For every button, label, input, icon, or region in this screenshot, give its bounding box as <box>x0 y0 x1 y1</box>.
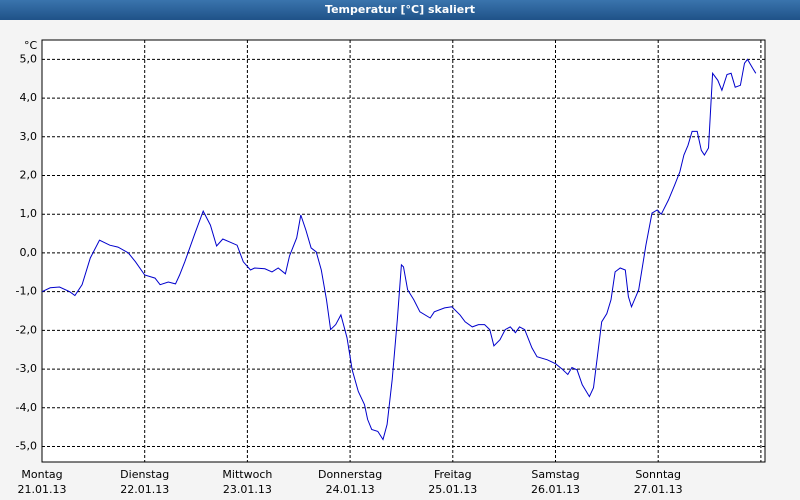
title-bar <box>0 0 800 20</box>
x-tick-date: 24.01.13 <box>326 483 375 496</box>
x-tick-label: Mittwoch <box>222 468 272 481</box>
x-tick-label: Samstag <box>531 468 579 481</box>
y-tick-label: 0,0 <box>20 246 38 259</box>
y-tick-label: -2,0 <box>16 323 37 336</box>
x-tick-label: Sonntag <box>635 468 681 481</box>
x-tick-label: Donnerstag <box>318 468 382 481</box>
x-tick-date: 27.01.13 <box>634 483 683 496</box>
y-tick-label: -4,0 <box>16 401 37 414</box>
y-tick-label: 1,0 <box>20 207 38 220</box>
y-unit: °C <box>24 39 38 52</box>
y-tick-label: 2,0 <box>20 169 38 182</box>
y-tick-label: -3,0 <box>16 362 37 375</box>
x-tick-date: 21.01.13 <box>18 483 67 496</box>
y-tick-label: -1,0 <box>16 285 37 298</box>
plot-area <box>41 39 766 463</box>
y-tick-label: 4,0 <box>20 91 38 104</box>
x-tick-date: 25.01.13 <box>428 483 477 496</box>
data-line <box>41 58 757 441</box>
x-tick-label: Dienstag <box>120 468 169 481</box>
x-tick-date: 22.01.13 <box>120 483 169 496</box>
x-tick-date: 23.01.13 <box>223 483 272 496</box>
y-tick-label: 5,0 <box>20 52 38 65</box>
x-tick-label: Freitag <box>434 468 472 481</box>
x-tick-date: 26.01.13 <box>531 483 580 496</box>
chart-title: Temperatur [°C] skaliert <box>325 3 475 16</box>
y-tick-label: 3,0 <box>20 130 38 143</box>
x-tick-label: Montag <box>21 468 62 481</box>
y-tick-label: -5,0 <box>16 440 37 453</box>
